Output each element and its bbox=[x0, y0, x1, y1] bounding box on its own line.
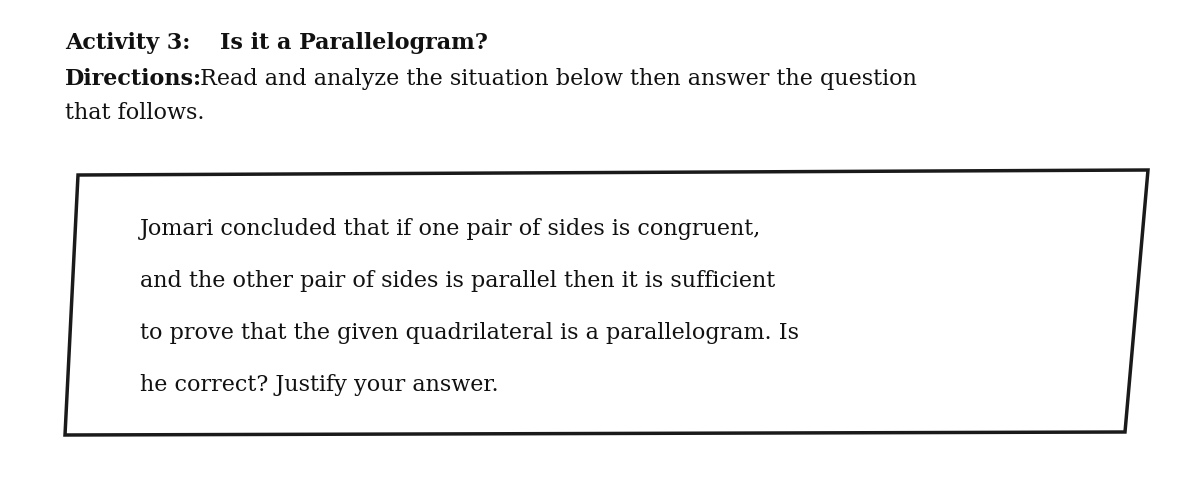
Text: Activity 3:: Activity 3: bbox=[65, 32, 206, 54]
Polygon shape bbox=[65, 170, 1148, 435]
Text: to prove that the given quadrilateral is a parallelogram. Is: to prove that the given quadrilateral is… bbox=[140, 322, 799, 344]
Text: and the other pair of sides is parallel then it is sufficient: and the other pair of sides is parallel … bbox=[140, 270, 775, 292]
Text: Jomari concluded that if one pair of sides is congruent,: Jomari concluded that if one pair of sid… bbox=[140, 218, 761, 240]
Text: Directions:: Directions: bbox=[65, 68, 202, 90]
Text: Read and analyze the situation below then answer the question: Read and analyze the situation below the… bbox=[193, 68, 917, 90]
Text: he correct? Justify your answer.: he correct? Justify your answer. bbox=[140, 374, 499, 396]
Text: that follows.: that follows. bbox=[65, 102, 204, 124]
Text: Is it a Parallelogram?: Is it a Parallelogram? bbox=[220, 32, 488, 54]
